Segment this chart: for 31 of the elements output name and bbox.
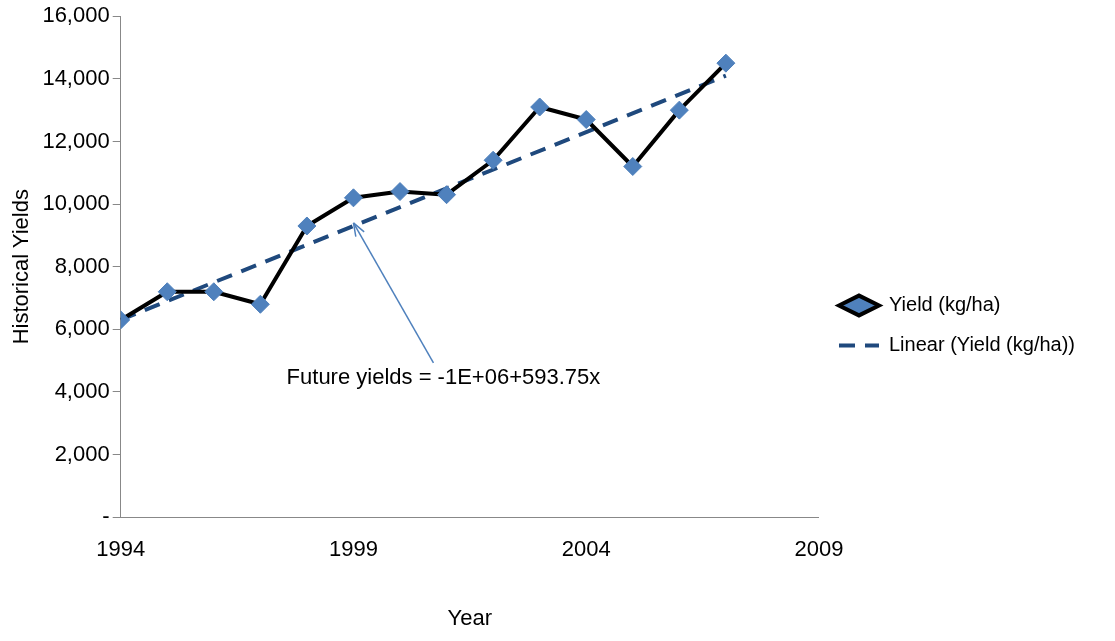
x-tick-label: 1994: [96, 536, 146, 562]
x-axis-title: Year: [447, 604, 493, 630]
point: [390, 182, 410, 202]
point: [483, 150, 503, 170]
y-tick-label: 10,000: [42, 190, 110, 216]
y-tick-label: 2,000: [54, 440, 110, 466]
legend-label: Yield (kg/ha): [888, 293, 1001, 316]
point: [437, 185, 457, 205]
point: [204, 282, 224, 302]
x-tick-label: 2009: [794, 536, 844, 562]
x-tick-label: 1999: [328, 536, 378, 562]
point: [297, 216, 317, 236]
y-tick-label: 16,000: [42, 2, 110, 28]
x-tick-label: 2004: [561, 536, 611, 562]
point: [343, 188, 363, 208]
point: [157, 282, 177, 302]
annotation: Future yields = -1E+06+593.75x: [286, 363, 601, 389]
point: [716, 53, 736, 73]
y-tick-label: -: [102, 503, 110, 529]
y-tick-label: 8,000: [54, 252, 110, 278]
legend-label: Linear (Yield (kg/ha)): [888, 333, 1076, 356]
y-axis-title: Historical Yields: [8, 189, 34, 345]
y-tick-label: 12,000: [42, 127, 110, 153]
y-tick-label: 4,000: [54, 378, 110, 404]
point: [623, 157, 643, 176]
y-tick-label: 6,000: [54, 315, 110, 341]
y-tick-label: 14,000: [42, 64, 110, 90]
point: [250, 294, 270, 314]
point: [669, 100, 689, 120]
point: [576, 110, 596, 130]
point: [530, 97, 550, 117]
